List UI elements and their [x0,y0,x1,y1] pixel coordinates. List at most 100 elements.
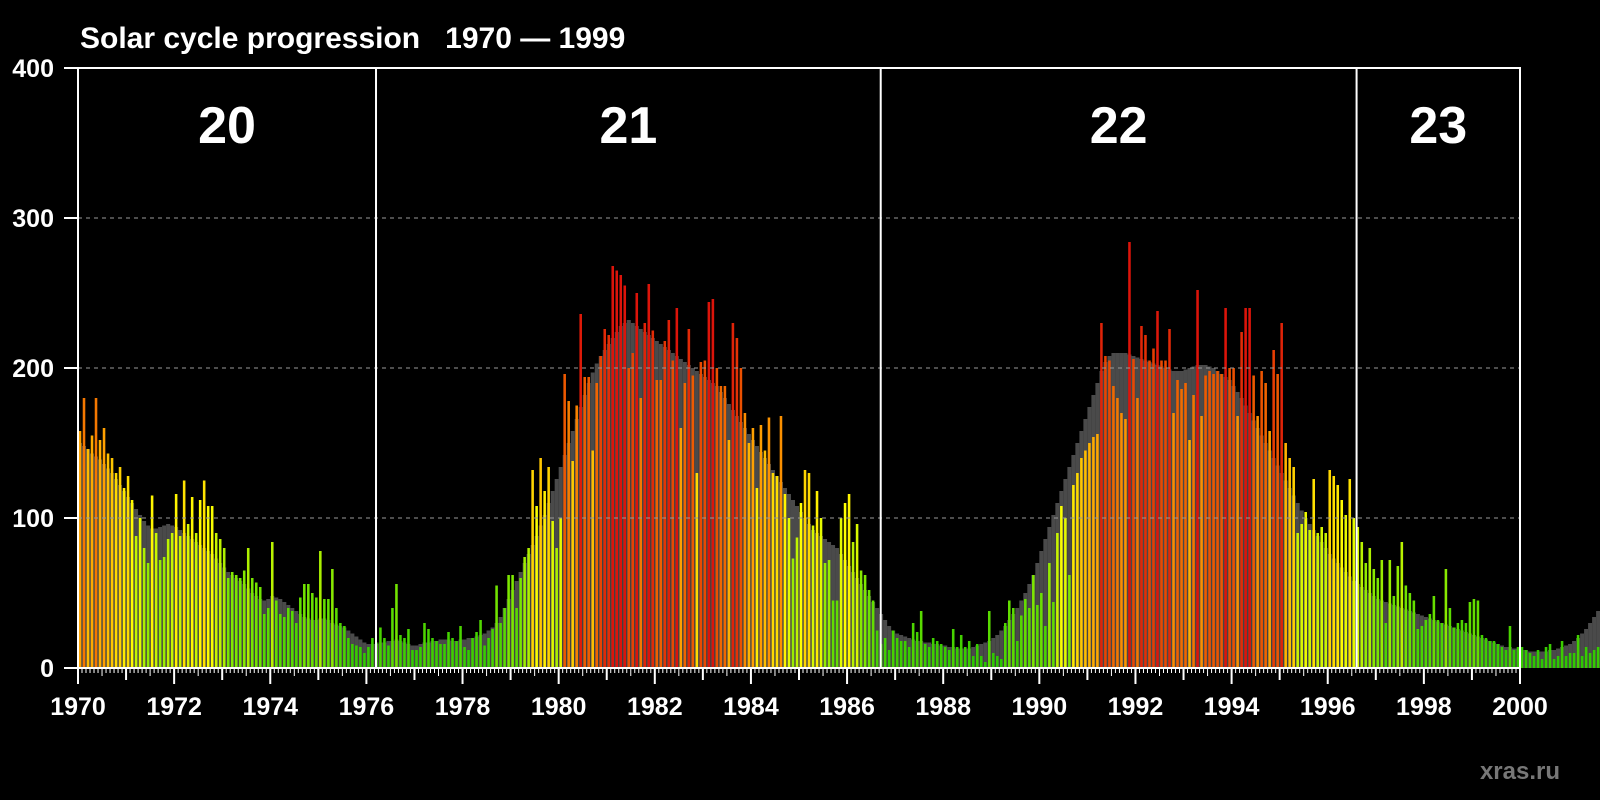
monthly-bar [1264,383,1267,668]
monthly-bar [1188,440,1191,668]
monthly-bar [1432,596,1436,668]
monthly-bar [515,608,518,668]
monthly-bar [1308,530,1311,668]
monthly-bar [1184,383,1187,668]
monthly-bar [1356,527,1360,668]
monthly-bar [339,623,342,668]
monthly-bar [1080,458,1083,668]
monthly-bar [495,585,498,668]
x-tick-label: 1980 [531,693,587,721]
monthly-bar [823,563,827,668]
monthly-bar [1160,360,1163,668]
monthly-bar [443,644,446,668]
monthly-bar [1452,627,1456,668]
monthly-bar [1256,416,1259,668]
monthly-bar [218,539,222,668]
monthly-bar [1528,653,1532,668]
monthly-bar [206,506,210,668]
monthly-bar [1104,356,1107,668]
monthly-bar [511,575,514,668]
monthly-bar [643,323,647,668]
monthly-bar [1424,620,1428,668]
monthly-bar [931,638,935,668]
monthly-bar [102,428,106,668]
monthly-bar [1112,386,1115,668]
monthly-bar [1136,398,1139,668]
monthly-bar [1096,434,1099,668]
smoothed-series [78,320,1600,668]
monthly-bar [106,453,110,668]
monthly-bar [627,368,631,668]
monthly-bar [903,641,907,668]
monthly-bar [687,329,691,668]
monthly-bar [623,285,627,668]
monthly-bar [1016,641,1019,668]
smoothed-bar [995,635,1000,668]
monthly-bar [1532,656,1536,668]
monthly-bar [130,500,134,668]
monthly-bar [1176,380,1179,668]
monthly-bar [258,587,262,668]
monthly-bar [146,563,150,668]
monthly-bar [1224,308,1227,668]
monthly-bar [1068,575,1071,668]
monthly-bar [1156,311,1159,668]
monthly-bar [503,608,506,668]
monthly-bar [719,386,723,668]
monthly-bar [1236,416,1239,668]
monthly-bar [407,629,410,668]
monthly-bar [198,500,202,668]
monthly-bar [274,600,278,668]
monthly-bar [242,570,246,668]
monthly-bar [895,638,899,668]
monthly-bar [1048,563,1051,668]
monthly-bar [1240,332,1243,668]
monthly-bar [1020,615,1023,668]
monthly-bar [291,611,294,668]
monthly-bar [563,374,566,668]
monthly-bar [639,398,643,668]
monthly-bar [1588,653,1592,668]
y-tick-label: 200 [12,355,54,383]
monthly-bar [1468,602,1472,668]
monthly-bar [523,557,526,668]
monthly-bar [983,662,987,668]
smoothed-bar [1015,608,1020,668]
x-tick-label: 1994 [1204,693,1260,721]
monthly-bar [1056,533,1059,668]
smoothed-bar [1043,539,1048,668]
monthly-bar [363,653,366,668]
monthly-bar [355,645,358,668]
monthly-bar [671,360,675,668]
monthly-bar [1280,323,1283,668]
monthly-bar [923,644,927,668]
monthly-bar [1416,629,1420,668]
monthly-bar [1364,563,1368,668]
monthly-bar [703,360,707,668]
monthly-bar [1480,635,1484,668]
monthly-bar [1376,578,1380,668]
monthly-bar [915,632,919,668]
monthly-bar [451,638,454,668]
monthly-bar [1500,647,1504,668]
cycle-boundaries [375,68,1358,668]
monthly-bar [423,623,426,668]
y-tick-label: 400 [12,55,54,83]
monthly-bar [1400,542,1404,668]
monthly-bar [547,467,550,668]
monthly-bar [1192,395,1195,668]
monthly-bar [675,308,679,668]
monthly-bar [663,341,667,668]
monthly-bar [935,641,939,668]
monthly-bar [1408,593,1412,668]
monthly-bar [619,275,623,668]
monthly-bar [1592,650,1596,668]
monthly-bar [851,542,855,668]
monthly-bar [1100,323,1103,668]
monthly-bar [555,548,558,668]
monthly-bar [527,548,530,668]
monthly-bar [1492,641,1496,668]
monthly-bar [254,582,258,668]
monthly-bar [759,425,763,668]
